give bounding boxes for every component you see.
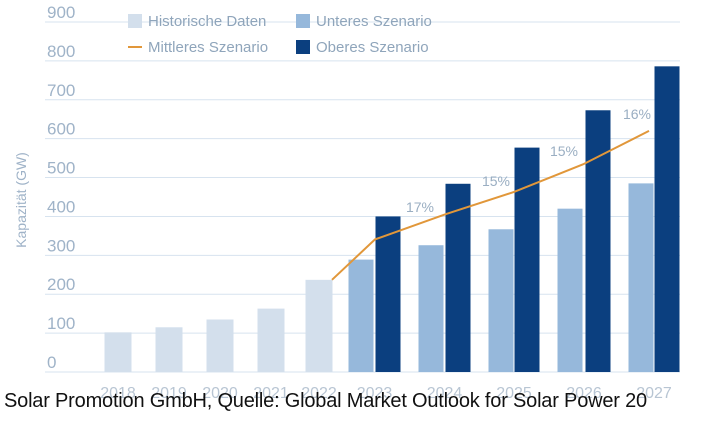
legend-label-historische-daten: Historische Daten [148,13,266,30]
y-tick-label: 800 [47,42,75,61]
x-tick-label: 2022 [301,385,337,402]
growth-label-2027: 16% [623,106,651,122]
bar-historische-daten-2019 [155,327,183,372]
growth-label-2024: 17% [406,199,434,215]
y-tick-label: 900 [47,3,75,22]
bar-oberes-szenario-2023 [375,216,401,372]
legend-swatch-unteres-szenario [296,14,310,28]
legend-swatch-historische-daten [128,14,142,28]
growth-annotations: 17% 15% 15% 16% [406,106,651,215]
legend-label-mittleres-szenario: Mittleres Szenario [148,39,268,56]
y-tick-label: 500 [47,159,75,178]
legend-swatch-oberes-szenario [296,40,310,54]
legend: Historische Daten Unteres Szenario Mittler… [128,13,432,56]
x-tick-label: 2019 [151,385,187,402]
x-tick-label: 2026 [566,385,602,402]
x-tick-label: 2023 [357,385,393,402]
bar-oberes-szenario-2027 [654,66,680,372]
legend-label-unteres-szenario: Unteres Szenario [316,13,432,30]
bar-historische-daten-2018 [104,332,132,372]
bar-oberes-szenario-2024 [445,183,471,372]
y-tick-label: 100 [47,314,75,333]
bar-historische-daten-2022 [305,279,333,372]
x-tick-label: 2024 [427,385,463,402]
line-mittleres-szenario [331,129,650,281]
bars [104,66,680,373]
bar-historische-daten-2020 [206,319,234,372]
growth-label-2025: 15% [482,173,510,189]
source-caption: Solar Promotion GmbH, Quelle: Global Mar… [4,390,647,412]
y-tick-label: 200 [47,275,75,294]
y-tick-label: 0 [47,353,56,372]
x-axis-ticks: 2018 2019 2020 2021 2022 2023 2024 2025 2026 2027 [100,385,672,402]
x-tick-label: 2021 [253,385,289,402]
x-tick-label: 2020 [202,385,238,402]
x-tick-label: 2025 [496,385,532,402]
x-tick-label: 2018 [100,385,136,402]
y-axis-ticks: 0 100 200 300 400 500 600 700 800 900 [47,3,75,372]
bar-unteres-szenario-2025 [488,229,514,372]
y-tick-label: 400 [47,197,75,216]
scenario-line [331,129,650,281]
bar-unteres-szenario-2023 [348,259,374,372]
x-tick-label: 2027 [636,385,672,402]
y-tick-label: 300 [47,236,75,255]
y-tick-label: 700 [47,81,75,100]
bar-historische-daten-2021 [257,308,285,372]
y-tick-label: 600 [47,120,75,139]
growth-label-2026: 15% [550,143,578,159]
bar-unteres-szenario-2027 [628,183,654,372]
bar-oberes-szenario-2026 [585,110,611,373]
bar-unteres-szenario-2026 [557,208,583,372]
y-axis-title: Kapazität (GW) [13,152,29,248]
legend-label-oberes-szenario: Oberes Szenario [316,39,429,56]
bar-oberes-szenario-2025 [514,147,540,372]
bar-unteres-szenario-2024 [418,245,444,372]
gridlines [45,21,680,373]
